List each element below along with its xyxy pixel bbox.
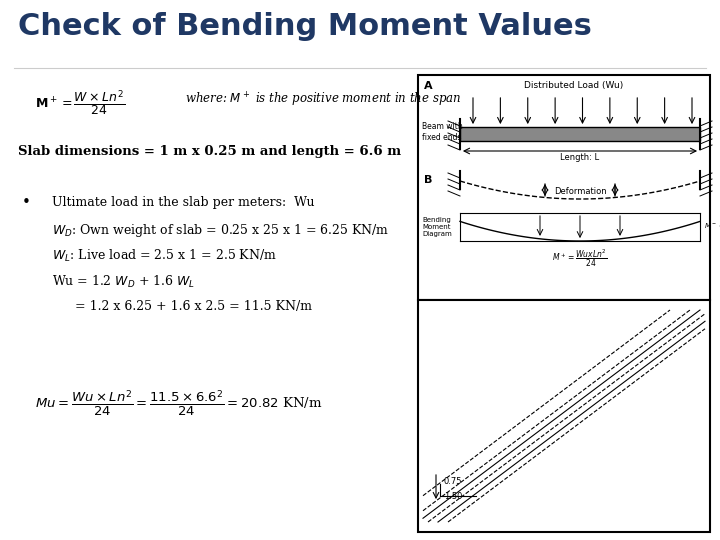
Text: B: B [424,175,433,185]
Text: = 1.2 x 6.25 + 1.6 x 2.5 = 11.5 KN/m: = 1.2 x 6.25 + 1.6 x 2.5 = 11.5 KN/m [75,300,312,313]
Bar [418,75,710,300]
Text: Ultimate load in the slab per meters:  Wu: Ultimate load in the slab per meters: Wu [52,196,315,209]
Bar [460,127,700,141]
Text: 0.75: 0.75 [444,477,462,486]
Text: •: • [22,195,31,210]
Text: Length: L: Length: L [560,153,600,162]
Text: $W_L$: Live load = 2.5 x 1 = 2.5 KN/m: $W_L$: Live load = 2.5 x 1 = 2.5 KN/m [52,248,277,264]
Text: Distributed Load (Wu): Distributed Load (Wu) [524,81,624,90]
Bar [418,300,710,532]
Text: A: A [424,81,433,91]
Text: $M^+ = \dfrac{WuxLn^2}{24}$: $M^+ = \dfrac{WuxLn^2}{24}$ [552,247,608,269]
Text: where: $M^+$ is the positive moment in the span: where: $M^+$ is the positive moment in t… [185,91,462,109]
Text: Check of Bending Moment Values: Check of Bending Moment Values [18,12,592,41]
Text: Deformation: Deformation [554,186,606,195]
Text: Slab dimensions = 1 m x 0.25 m and length = 6.6 m: Slab dimensions = 1 m x 0.25 m and lengt… [18,145,401,158]
Text: Wu = 1.2 $W_D$ + 1.6 $W_L$: Wu = 1.2 $W_D$ + 1.6 $W_L$ [52,274,195,290]
Text: $Mu = \dfrac{Wu\times Ln^2}{24} = \dfrac{11.5\times 6.6^{2}}{24} = 20.82$ KN/m: $Mu = \dfrac{Wu\times Ln^2}{24} = \dfrac… [35,388,323,418]
Text: Beam with
fixed ends: Beam with fixed ends [422,122,463,141]
Text: $M^- = \dfrac{WuxLn^2}{12}$: $M^- = \dfrac{WuxLn^2}{12}$ [704,218,720,237]
Text: $W_D$: Own weight of slab = 0.25 x 25 x 1 = 6.25 KN/m: $W_D$: Own weight of slab = 0.25 x 25 x … [52,222,390,239]
Text: 1.50: 1.50 [444,492,462,501]
Text: Bending
Moment
Diagram: Bending Moment Diagram [422,217,451,237]
Text: $\mathbf{M}^+=\dfrac{W\times Ln^2}{24}$: $\mathbf{M}^+=\dfrac{W\times Ln^2}{24}$ [35,88,125,118]
